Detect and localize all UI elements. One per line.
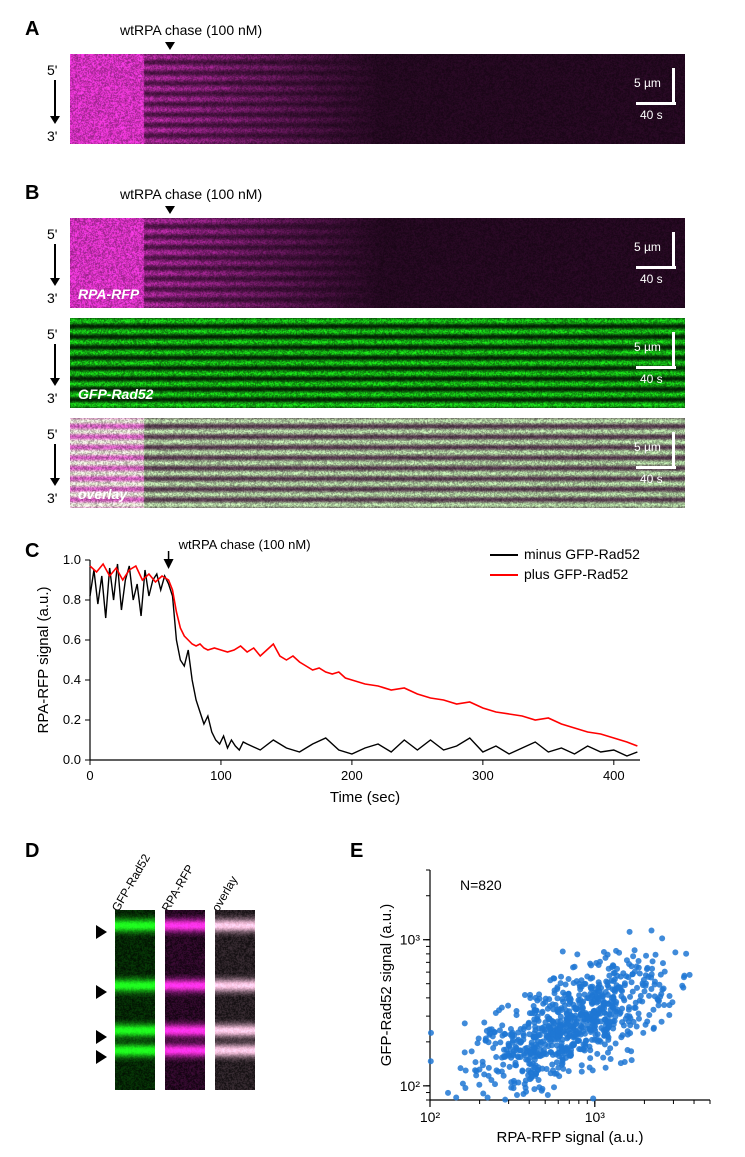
panel-b-5prime: 5' xyxy=(47,326,57,342)
svg-text:0.0: 0.0 xyxy=(63,752,81,767)
svg-text:400: 400 xyxy=(603,768,625,783)
svg-text:RPA-RFP signal (a.u.): RPA-RFP signal (a.u.) xyxy=(35,587,52,734)
panel-c-line-chart: 0 100 200 300 400 0.0 0.2 0.4 0.6 0.8 1.0 Time (sec… xyxy=(30,535,700,805)
panel-a-kymograph xyxy=(70,54,685,144)
panel-b-3prime: 3' xyxy=(47,290,57,306)
panel-d-arrowhead xyxy=(96,1050,107,1064)
panel-d-arrowhead xyxy=(96,985,107,999)
panel-b-53-arrowhead xyxy=(50,478,60,486)
panel-b-chase-arrow xyxy=(165,206,175,214)
svg-text:10²: 10² xyxy=(420,1109,441,1125)
svg-text:plus GFP-Rad52: plus GFP-Rad52 xyxy=(524,566,628,582)
panel-d-label: D xyxy=(25,840,39,863)
panel-b-kymograph-green xyxy=(70,318,685,408)
panel-b-chase-label: wtRPA chase (100 nM) xyxy=(120,186,262,202)
panel-b-5prime: 5' xyxy=(47,226,57,242)
panel-b-track-label: GFP-Rad52 xyxy=(78,386,153,402)
panel-e-scatter: 10² 10³ 10² 10³ RPA-RFP signal (a.u.) GFP-Rad… xyxy=(375,860,735,1150)
scalebar-vertical xyxy=(672,68,675,102)
scalebar-vertical xyxy=(672,332,675,366)
panel-b-53-shaft xyxy=(54,244,56,278)
svg-text:0.8: 0.8 xyxy=(63,592,81,607)
scalebar-horizontal-label: 40 s xyxy=(640,108,663,122)
panel-d-col-magenta xyxy=(165,910,205,1090)
svg-text:300: 300 xyxy=(472,768,494,783)
panel-a-chase-label: wtRPA chase (100 nM) xyxy=(120,22,262,38)
panel-b-3prime: 3' xyxy=(47,490,57,506)
panel-a-label: A xyxy=(25,18,39,41)
panel-b-53-shaft xyxy=(54,344,56,378)
panel-b-kymograph-overlay xyxy=(70,418,685,508)
svg-text:0: 0 xyxy=(86,768,93,783)
panel-d-arrowhead xyxy=(96,925,107,939)
panel-d-col-header: GFP-Rad52 xyxy=(109,852,153,914)
svg-text:wtRPA chase (100 nM): wtRPA chase (100 nM) xyxy=(178,537,311,552)
panel-b-3prime: 3' xyxy=(47,390,57,406)
panel-b-label: B xyxy=(25,182,39,205)
svg-text:10³: 10³ xyxy=(400,932,421,948)
scalebar-horizontal-label: 40 s xyxy=(640,372,663,386)
scalebar-vertical xyxy=(672,232,675,266)
scalebar-vertical-label: 5 µm xyxy=(634,76,661,90)
scalebar-vertical-label: 5 µm xyxy=(634,440,661,454)
scalebar-vertical-label: 5 µm xyxy=(634,240,661,254)
svg-text:0.6: 0.6 xyxy=(63,632,81,647)
scalebar-horizontal-label: 40 s xyxy=(640,472,663,486)
svg-text:GFP-Rad52 signal (a.u.): GFP-Rad52 signal (a.u.) xyxy=(378,904,395,1067)
panel-b-53-shaft xyxy=(54,444,56,478)
svg-text:N=820: N=820 xyxy=(460,877,502,893)
panel-d-col-header: overlay xyxy=(209,873,240,914)
svg-text:0.4: 0.4 xyxy=(63,672,81,687)
panel-b-53-arrowhead xyxy=(50,378,60,386)
panel-b-kymograph-magenta xyxy=(70,218,685,308)
panel-b-53-arrowhead xyxy=(50,278,60,286)
svg-text:minus GFP-Rad52: minus GFP-Rad52 xyxy=(524,546,640,562)
scalebar-horizontal-label: 40 s xyxy=(640,272,663,286)
svg-text:Time (sec): Time (sec) xyxy=(330,789,400,805)
svg-text:100: 100 xyxy=(210,768,232,783)
svg-text:RPA-RFP signal (a.u.): RPA-RFP signal (a.u.) xyxy=(497,1129,644,1146)
panel-b-track-label: overlay xyxy=(78,486,127,502)
panel-a-53-arrow-head xyxy=(50,116,60,124)
scalebar-horizontal xyxy=(636,102,676,105)
svg-text:200: 200 xyxy=(341,768,363,783)
svg-text:10²: 10² xyxy=(400,1078,421,1094)
panel-a-53-arrow-shaft xyxy=(54,80,56,116)
panel-b-5prime: 5' xyxy=(47,426,57,442)
svg-text:0.2: 0.2 xyxy=(63,712,81,727)
panel-d-col-overlay xyxy=(215,910,255,1090)
scalebar-horizontal xyxy=(636,366,676,369)
panel-d-col-green xyxy=(115,910,155,1090)
svg-text:1.0: 1.0 xyxy=(63,552,81,567)
scalebar-horizontal xyxy=(636,266,676,269)
svg-text:10³: 10³ xyxy=(585,1109,606,1125)
panel-a-chase-arrow xyxy=(165,42,175,50)
scalebar-horizontal xyxy=(636,466,676,469)
scalebar-vertical-label: 5 µm xyxy=(634,340,661,354)
panel-d-arrowhead xyxy=(96,1030,107,1044)
panel-a-3prime: 3' xyxy=(47,128,57,144)
panel-a-5prime: 5' xyxy=(47,62,57,78)
panel-b-track-label: RPA-RFP xyxy=(78,286,139,302)
scalebar-vertical xyxy=(672,432,675,466)
panel-d-col-header: RPA-RFP xyxy=(159,862,197,914)
panel-e-label: E xyxy=(350,840,363,863)
